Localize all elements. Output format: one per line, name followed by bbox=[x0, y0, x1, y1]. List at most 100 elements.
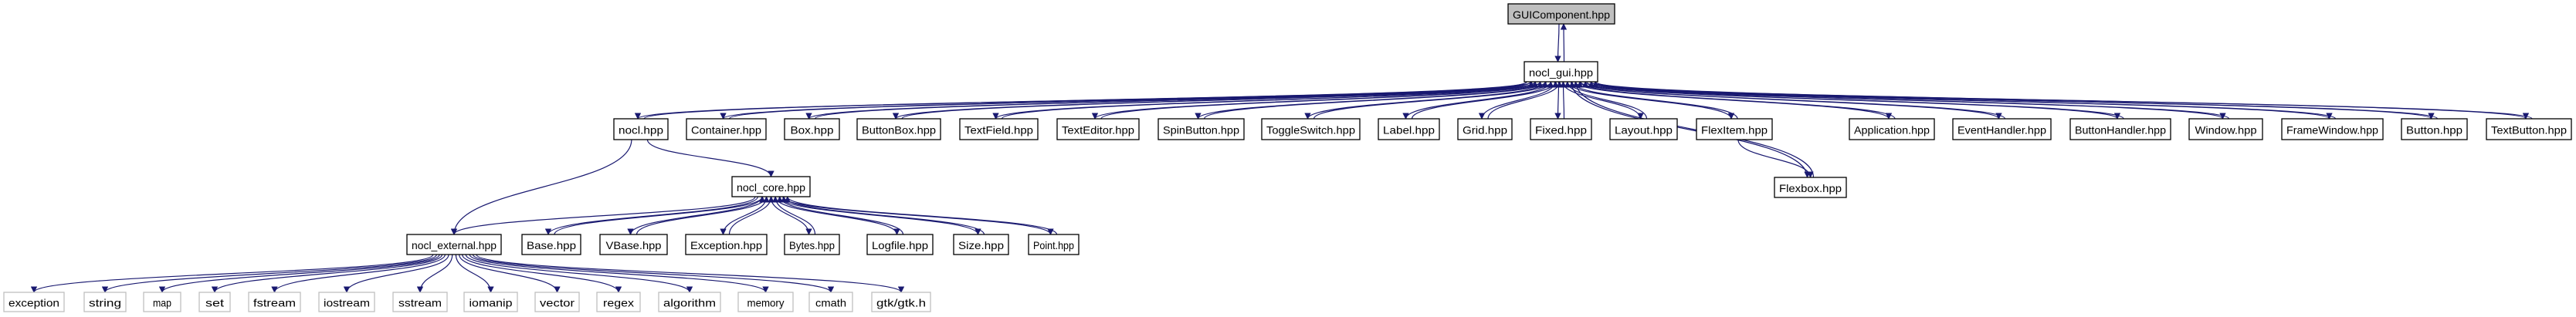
node-box bbox=[463, 292, 518, 312]
node-box bbox=[2401, 118, 2468, 140]
node-box bbox=[1849, 118, 1935, 140]
node-box bbox=[1457, 118, 1513, 140]
node-flexbox-hpp[interactable]: Flexbox.hpp bbox=[1774, 177, 1847, 198]
node-label: ButtonBox.hpp bbox=[862, 124, 936, 137]
node-box bbox=[1952, 118, 2052, 140]
node-box bbox=[1609, 118, 1678, 140]
node-label: Base.hpp bbox=[527, 239, 576, 251]
node-nocl-gui-hpp[interactable]: nocl_gui.hpp bbox=[1524, 61, 1598, 83]
node-box bbox=[1028, 234, 1080, 255]
node-label: regex bbox=[603, 297, 634, 309]
node-set: set bbox=[198, 292, 231, 312]
node-grid-hpp[interactable]: Grid.hpp bbox=[1457, 118, 1513, 140]
edge-nocl-core-hpp-to-nocl-external-hpp bbox=[450, 196, 756, 235]
edge-flexitem-hpp-to-nocl-gui-hpp bbox=[1568, 81, 1738, 120]
node-box bbox=[2188, 118, 2263, 140]
node-fstream: fstream bbox=[248, 292, 301, 312]
edge-nocl-external-hpp-to-fstream bbox=[271, 254, 446, 293]
node-box bbox=[1378, 118, 1440, 140]
edge-nocl-hpp-to-nocl-core-hpp bbox=[646, 139, 774, 177]
node-framewindow-hpp[interactable]: FrameWindow.hpp bbox=[2281, 118, 2384, 140]
edge-nocl-external-hpp-to-regex bbox=[462, 254, 622, 293]
node-label: Logfile.hpp bbox=[872, 239, 928, 251]
node-label-hpp[interactable]: Label.hpp bbox=[1378, 118, 1440, 140]
edge-nocl-external-hpp-to-cmath bbox=[472, 254, 835, 293]
node-label: cmath bbox=[815, 297, 846, 309]
node-box bbox=[392, 292, 448, 312]
node-box-hpp[interactable]: Box.hpp bbox=[784, 118, 840, 140]
node-nocl-hpp[interactable]: nocl.hpp bbox=[613, 118, 669, 140]
node-nocl-core-hpp[interactable]: nocl_core.hpp bbox=[731, 176, 811, 197]
node-logfile-hpp[interactable]: Logfile.hpp bbox=[866, 234, 934, 255]
node-label: nocl_core.hpp bbox=[737, 181, 805, 194]
node-textfield-hpp[interactable]: TextField.hpp bbox=[959, 118, 1039, 140]
edge-nocl-external-hpp-to-set bbox=[211, 254, 443, 293]
node-window-hpp[interactable]: Window.hpp bbox=[2188, 118, 2263, 140]
node-texteditor-hpp[interactable]: TextEditor.hpp bbox=[1056, 118, 1140, 140]
edge-nocl-core-hpp-to-base-hpp bbox=[544, 196, 758, 235]
node-buttonbox-hpp[interactable]: ButtonBox.hpp bbox=[856, 118, 941, 140]
node-vector: vector bbox=[534, 292, 580, 312]
edge-flexbox-hpp-to-nocl-gui-hpp bbox=[1572, 81, 1815, 178]
edge-nocl-core-hpp-to-logfile-hpp bbox=[774, 196, 900, 235]
node-label: Exception.hpp bbox=[690, 239, 762, 251]
node-box bbox=[1507, 3, 1615, 25]
node-box bbox=[658, 292, 721, 312]
node-box bbox=[2486, 118, 2572, 140]
edge-logfile-hpp-to-nocl-core-hpp bbox=[776, 196, 904, 235]
edge-framewindow-hpp-to-nocl-gui-hpp bbox=[1592, 81, 2337, 120]
node-label: Application.hpp bbox=[1854, 124, 1930, 137]
node-label: nocl_gui.hpp bbox=[1529, 66, 1593, 79]
node-label: set bbox=[205, 297, 224, 309]
node-label: Flexbox.hpp bbox=[1779, 182, 1842, 194]
node-box bbox=[1056, 118, 1140, 140]
edge-size-hpp-to-nocl-core-hpp bbox=[780, 196, 985, 235]
node-box bbox=[784, 118, 840, 140]
node-flexitem-hpp[interactable]: FlexItem.hpp bbox=[1696, 118, 1773, 140]
edge-nocl-external-hpp-to-exception bbox=[30, 254, 434, 293]
node-box bbox=[737, 292, 794, 312]
node-buttonhandler-hpp[interactable]: ButtonHandler.hpp bbox=[2069, 118, 2171, 140]
node-container-hpp[interactable]: Container.hpp bbox=[686, 118, 767, 140]
node-layout-hpp[interactable]: Layout.hpp bbox=[1609, 118, 1678, 140]
node-box bbox=[959, 118, 1039, 140]
edge-nocl-core-hpp-to-vbase-hpp bbox=[627, 196, 763, 235]
node-label: VBase.hpp bbox=[606, 239, 662, 251]
node-box bbox=[953, 234, 1009, 255]
node-label: nocl_external.hpp bbox=[412, 239, 497, 251]
node-cmath: cmath bbox=[808, 292, 853, 312]
edge-point-hpp-to-nocl-core-hpp bbox=[784, 196, 1058, 235]
node-box bbox=[534, 292, 580, 312]
node-spinbutton-hpp[interactable]: SpinButton.hpp bbox=[1158, 118, 1245, 140]
node-fixed-hpp[interactable]: Fixed.hpp bbox=[1530, 118, 1592, 140]
node-base-hpp[interactable]: Base.hpp bbox=[521, 234, 581, 255]
node-nocl-external-hpp[interactable]: nocl_external.hpp bbox=[406, 234, 502, 255]
node-box bbox=[198, 292, 231, 312]
edge-nocl-external-hpp-to-iostream bbox=[343, 254, 449, 293]
node-size-hpp[interactable]: Size.hpp bbox=[953, 234, 1009, 255]
node-bytes-hpp[interactable]: Bytes.hpp bbox=[784, 234, 840, 255]
node-box bbox=[1696, 118, 1773, 140]
node-label: Box.hpp bbox=[791, 124, 834, 137]
node-box bbox=[784, 234, 840, 255]
node-box bbox=[143, 292, 181, 312]
node-exception-hpp[interactable]: Exception.hpp bbox=[685, 234, 768, 255]
node-box bbox=[731, 176, 811, 197]
node-textbutton-hpp[interactable]: TextButton.hpp bbox=[2486, 118, 2572, 140]
edge-nocl-gui-hpp-to-fixed-hpp bbox=[1554, 81, 1561, 120]
node-memory: memory bbox=[737, 292, 794, 312]
node-regex: regex bbox=[596, 292, 641, 312]
node-button-hpp[interactable]: Button.hpp bbox=[2401, 118, 2468, 140]
node-application-hpp[interactable]: Application.hpp bbox=[1849, 118, 1935, 140]
node-box bbox=[2281, 118, 2384, 140]
node-eventhandler-hpp[interactable]: EventHandler.hpp bbox=[1952, 118, 2052, 140]
node-label: GUIComponent.hpp bbox=[1513, 8, 1610, 21]
node-vbase-hpp[interactable]: VBase.hpp bbox=[599, 234, 668, 255]
node-label: Grid.hpp bbox=[1463, 124, 1507, 137]
node-guicomponent-hpp[interactable]: GUIComponent.hpp bbox=[1507, 3, 1615, 25]
node-label: FrameWindow.hpp bbox=[2286, 124, 2378, 137]
node-point-hpp[interactable]: Point.hpp bbox=[1028, 234, 1080, 255]
node-label: iostream bbox=[324, 297, 370, 309]
node-box bbox=[2069, 118, 2171, 140]
node-toggleswitch-hpp[interactable]: ToggleSwitch.hpp bbox=[1261, 118, 1361, 140]
